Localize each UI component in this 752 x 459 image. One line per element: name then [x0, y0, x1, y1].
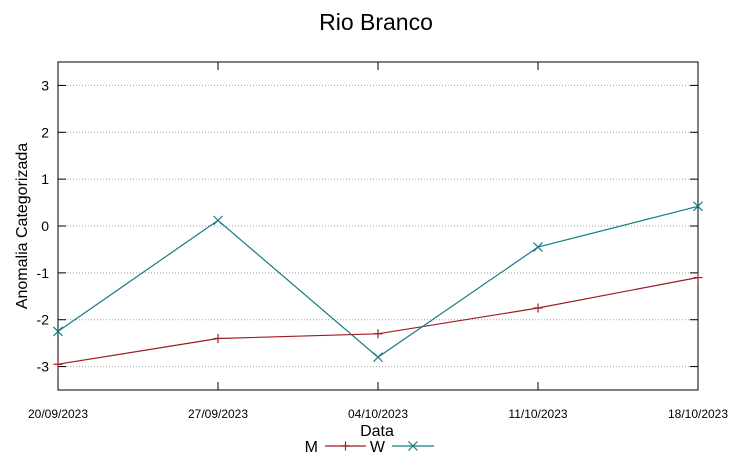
series-group [53, 201, 703, 369]
legend-m-label: M [305, 439, 318, 456]
legend-w-label: W [370, 439, 386, 456]
y-tick-label: 2 [41, 124, 49, 140]
x-tick-label: 04/10/2023 [348, 407, 408, 421]
y-axis-ticks: -3 -2 -1 0 1 2 3 [37, 77, 698, 375]
series-w-point [693, 201, 703, 212]
y-tick-label: -3 [37, 359, 50, 375]
series-m [53, 273, 703, 369]
series-w-point [213, 215, 223, 226]
legend-w-point [408, 441, 418, 451]
x-tick-label: 20/09/2023 [28, 407, 88, 421]
y-axis-label: Anomalia Categorizada [14, 143, 31, 309]
series-m-point [373, 329, 383, 339]
x-tick-label: 27/09/2023 [188, 407, 248, 421]
series-w [53, 201, 703, 363]
series-w-point [533, 242, 543, 253]
series-w-point [373, 352, 383, 363]
series-m-point [213, 333, 223, 343]
y-tick-label: 0 [41, 218, 49, 234]
series-m-point [693, 273, 703, 283]
series-m-point [533, 303, 543, 313]
y-tick-label: -1 [37, 265, 50, 281]
legend-m-point [341, 441, 350, 451]
series-m-point [53, 359, 63, 369]
chart-title: Rio Branco [319, 9, 433, 35]
y-tick-label: -2 [37, 312, 50, 328]
grid-lines [58, 84, 698, 368]
series-m-line [57, 276, 699, 365]
series-w-point [53, 326, 63, 337]
x-tick-label: 11/10/2023 [508, 407, 567, 421]
x-axis-label: Data [360, 423, 394, 440]
x-tick-label: 18/10/2023 [668, 407, 728, 421]
y-tick-label: 1 [41, 171, 49, 187]
x-axis-ticks: 20/09/2023 27/09/2023 04/10/2023 11/10/2023… [28, 62, 728, 421]
y-tick-label: 3 [41, 77, 49, 93]
